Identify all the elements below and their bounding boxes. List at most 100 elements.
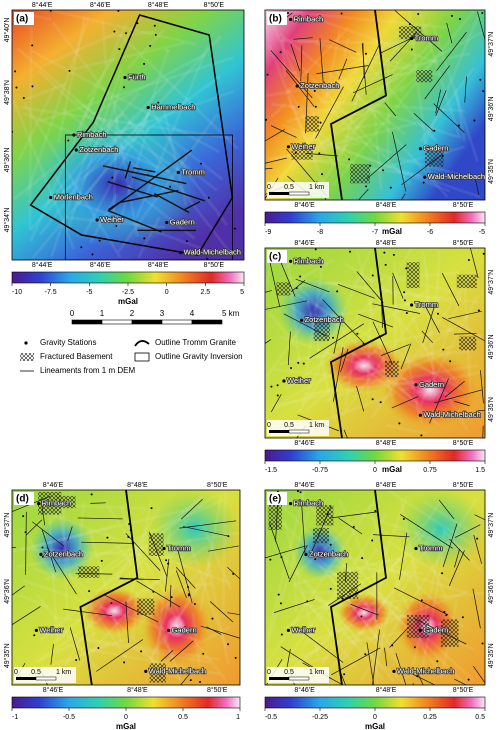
gravity-station [100,559,103,562]
relief [418,12,461,137]
colorbar-unit: mGal [116,722,136,730]
panel-label: (d) [16,494,29,505]
gravity-station [416,675,419,678]
relief [61,503,69,618]
relief [164,133,224,181]
gravity-station [348,158,351,161]
relief [293,575,298,613]
gravity-station [113,30,116,33]
lineament [352,74,393,94]
map-frame [11,489,241,686]
relief [439,294,462,353]
relief [344,262,462,338]
gravity-station [457,124,460,127]
lineament [337,284,376,299]
latitude-label: 49°37'N [3,513,11,538]
gravity-station [147,174,150,177]
scale-label: 0 [267,184,271,191]
place-name: Weiher [287,376,311,385]
gravity-station [371,398,374,401]
fractured-basement [276,282,291,296]
relief [282,520,321,659]
lineament [290,43,301,72]
lineament [133,167,156,173]
lineament [421,330,433,343]
scale-label: 0 [70,309,75,318]
scale-label: 1 km [309,184,324,191]
lineament [40,501,46,526]
gravity-station [33,634,36,637]
relief [65,643,221,676]
gravity-station [199,162,202,165]
legend-label: Gravity Stations [40,338,96,347]
relief [288,276,480,304]
colorbar-tick-label: 0.5 [178,714,188,721]
lineament [429,378,449,424]
scale-bar [269,192,289,195]
relief [292,556,402,587]
lineament [413,617,467,645]
map-frame [11,9,245,261]
gravity-station [165,559,168,562]
relief [221,490,227,618]
lineament [413,113,435,132]
gravity-station [384,263,387,266]
gravity-station [211,617,214,620]
gravity-station [329,587,332,590]
relief [287,528,429,681]
colorbar-tick-label: -6 [427,229,433,236]
gravity-station [299,491,302,494]
lineament [286,648,291,669]
gravity-station [187,585,190,588]
place-marker [95,218,99,222]
relief [394,564,465,629]
gravity-station [482,252,485,255]
lineament [470,248,479,279]
latitude-label: 49°35'N [487,159,495,184]
lineament [148,531,168,577]
relief [285,49,413,186]
relief [269,392,334,408]
relief [296,595,408,685]
lineament [209,601,234,623]
relief [48,640,112,672]
lineament [389,31,418,62]
relief [409,530,447,678]
gravity-station [157,101,160,104]
relief [272,367,441,390]
scale-label: 0 [267,669,271,676]
colorbar-tick-label: -0.25 [312,714,328,721]
longitude-label: 8°50'E [453,481,474,489]
anomaly [278,276,349,345]
latitude-label: 49°36'N [487,334,495,359]
relief [273,497,467,685]
gravity-station [269,558,272,561]
relief [113,27,239,150]
relief [22,578,201,644]
map-frame [264,247,486,439]
panel-label: (c) [269,252,281,263]
gravity-station [217,95,220,98]
fractured-basement [416,70,433,83]
fractured-basement [337,571,359,599]
colorbar-tick-label: 0.25 [423,714,437,721]
gravity-station [294,151,297,154]
lineament [446,22,453,44]
relief [50,67,117,257]
place-marker [295,84,299,88]
relief [370,267,478,419]
colorbar-tick-label: 2.5 [200,289,210,296]
lineament [77,517,123,520]
gravity-station [398,422,401,425]
relief [265,69,425,98]
tromm-granite-outline [79,490,139,685]
relief [89,193,119,244]
panel-label-box [267,250,287,263]
lineament [345,563,347,582]
gravity-station [314,558,317,561]
relief [149,625,232,671]
relief [340,120,392,132]
anomaly [141,587,211,666]
gravity-station [443,610,446,613]
